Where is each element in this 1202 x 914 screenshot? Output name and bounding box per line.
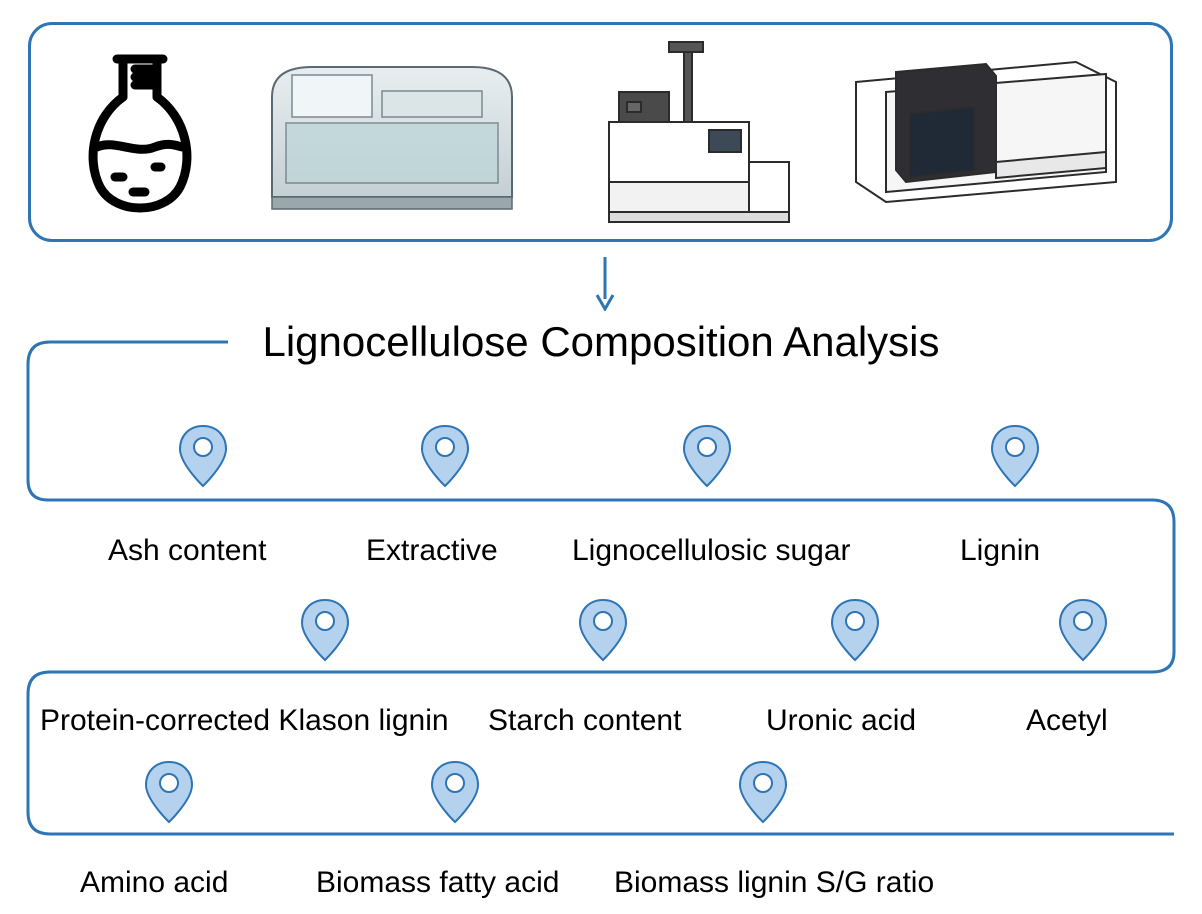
pin-icon xyxy=(300,598,350,663)
pin-icon xyxy=(178,424,228,489)
row1-label-1: Extractive xyxy=(366,534,498,568)
main-title: Lignocellulose Composition Analysis xyxy=(0,318,1202,366)
row2-label-1: Starch content xyxy=(488,704,681,738)
pin-icon xyxy=(682,424,732,489)
flask-icon xyxy=(75,47,205,217)
row2-label-2: Uronic acid xyxy=(766,704,916,738)
gc-instrument-icon xyxy=(579,32,799,232)
row1-label-0: Ash content xyxy=(108,534,266,568)
row3-label-1: Biomass fatty acid xyxy=(316,866,559,900)
row1-label-3: Lignin xyxy=(960,534,1040,568)
row1-label-2: Lignocellulosic sugar xyxy=(572,534,851,568)
pin-icon xyxy=(830,598,880,663)
row3-label-0: Amino acid xyxy=(80,866,228,900)
row2-label-3: Acetyl xyxy=(1026,704,1108,738)
pin-icon xyxy=(738,760,788,825)
pin-icon xyxy=(1058,598,1108,663)
row3-label-2: Biomass lignin S/G ratio xyxy=(614,866,934,900)
pin-icon xyxy=(144,760,194,825)
pin-icon xyxy=(990,424,1040,489)
top-instruments-box xyxy=(28,22,1173,242)
pin-icon xyxy=(430,760,480,825)
down-arrow-icon xyxy=(595,255,615,315)
pin-icon xyxy=(420,424,470,489)
box-instrument-icon xyxy=(252,47,532,217)
row2-label-0: Protein-corrected Klason lignin xyxy=(40,704,449,738)
bench-instrument-icon xyxy=(846,52,1126,212)
pin-icon xyxy=(578,598,628,663)
